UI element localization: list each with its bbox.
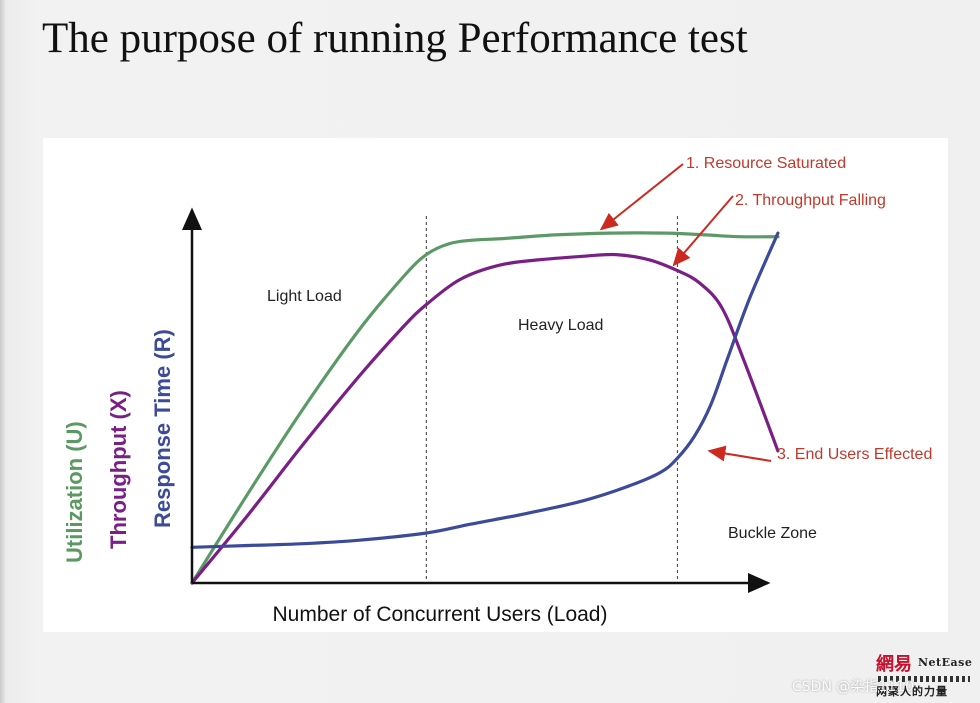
annotation-label: 2. Throughput Falling — [735, 192, 886, 209]
logo-chinese-text: 網易 — [876, 654, 912, 675]
logo-english-text: NetEase — [918, 656, 973, 669]
annotation-arrow — [599, 163, 684, 231]
annotation-arrow — [672, 195, 734, 267]
watermark: CSDN @染指1110 — [792, 679, 914, 695]
chart-panel: Light Load Heavy Load Buckle Zone Number of… — [43, 138, 948, 632]
performance-chart: Light Load Heavy Load Buckle Zone Number of… — [62, 155, 932, 626]
annotation-arrow — [707, 445, 772, 462]
netease-logo: 網易 NetEase 网聚人的力量 — [872, 650, 976, 700]
logo-tagline: 网聚人的力量 — [876, 685, 948, 698]
zone-label: Light Load — [267, 288, 342, 305]
y-axis-label: Throughput (X) — [106, 390, 131, 549]
y-axis-label: Response Time (R) — [150, 329, 175, 528]
y-axis-label: Utilization (U) — [62, 421, 87, 563]
zone-label: Buckle Zone — [728, 525, 817, 542]
series-line-throughput-x — [190, 252, 780, 585]
logo-divider — [878, 676, 970, 682]
annotation-label: 1. Resource Saturated — [686, 155, 846, 172]
series-line-response-time-r — [190, 231, 780, 549]
zone-label: Heavy Load — [518, 317, 603, 334]
series-line-utilization-u — [190, 231, 780, 585]
x-axis-label: Number of Concurrent Users (Load) — [273, 603, 608, 626]
annotation-label: 3. End Users Effected — [777, 446, 932, 463]
slide-title: The purpose of running Performance test — [42, 15, 748, 62]
